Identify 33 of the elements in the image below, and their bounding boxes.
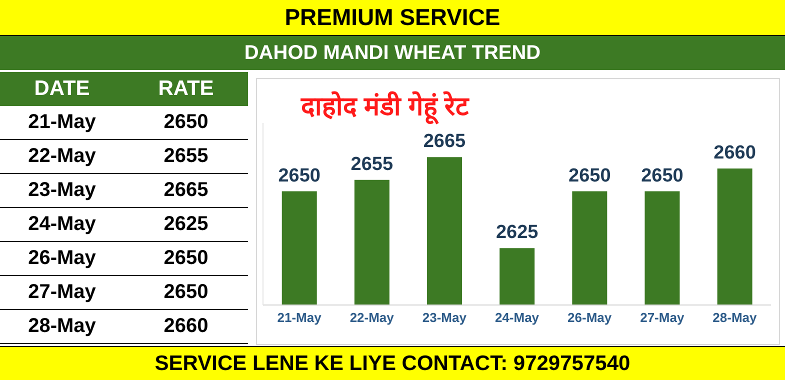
data-label: 2650 (162, 280, 210, 305)
text: PREMIUM SERVICE (0, 0, 785, 36)
category-label: 27-May (27, 280, 97, 305)
data-label: 2655 (350, 154, 394, 175)
category-label: 21-May (27, 110, 97, 135)
category-label: 26-May (27, 246, 97, 271)
text: SERVICE LENE KE LIYE CONTACT: 9729757540 (0, 346, 785, 380)
category-label: 22-May (27, 144, 97, 169)
data-label: 2660 (714, 142, 756, 164)
x-tick-label: 27-May (640, 310, 685, 326)
x-tick-label: 21-May (277, 310, 322, 326)
data-label: 2650 (162, 110, 210, 135)
data-label: 2650 (568, 165, 611, 186)
chart-title: दाहोद मंडी गेहूं रेट (301, 90, 469, 123)
data-label: 2655 (162, 144, 210, 169)
data-label: 2625 (496, 222, 539, 244)
x-tick-label: 23-May (422, 310, 468, 326)
data-label: 2650 (641, 165, 684, 186)
text: DAHOD MANDI WHEAT TREND (0, 36, 785, 70)
data-label: 2665 (162, 178, 210, 203)
text: RATE (157, 76, 215, 102)
x-tick-label: 26-May (568, 310, 612, 326)
x-tick-label: 28-May (712, 310, 758, 326)
data-label: 2665 (423, 131, 466, 152)
data-label: 2650 (278, 165, 321, 186)
x-tick-label: 24-May (494, 310, 540, 326)
category-label: 24-May (27, 212, 97, 237)
text: DATE (33, 76, 91, 102)
data-label: 2650 (162, 246, 210, 271)
data-label: 2625 (162, 212, 210, 237)
x-tick-label: 22-May (350, 310, 395, 326)
category-label: 23-May (27, 178, 97, 203)
data-label: 2660 (162, 314, 210, 339)
